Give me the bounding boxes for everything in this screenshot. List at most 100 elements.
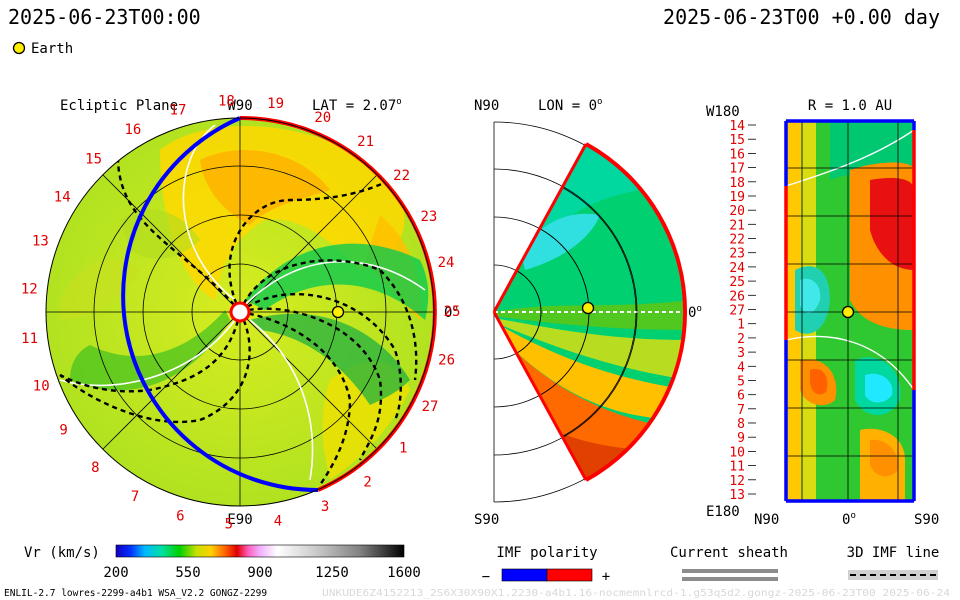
ecliptic-rim-negative [121, 116, 319, 493]
ecliptic-tick-18: 18 [218, 93, 235, 109]
imf-positive-swatch [546, 568, 593, 582]
radial-y-label-12: 12 [729, 474, 745, 489]
radial-panel: R = 1.0 AU W180 E180 [706, 98, 939, 528]
radial-y-label-19: 19 [729, 190, 745, 205]
ecliptic-bottom-label: E90 [227, 512, 252, 528]
radial-y-label-4: 4 [737, 360, 745, 375]
ecliptic-carrington-ticks: 2021222324252627123456789101112131415161… [21, 93, 461, 532]
radial-y-label-7: 7 [737, 403, 745, 418]
ecliptic-tick-9: 9 [59, 423, 67, 439]
colorbar-tick-200: 200 [103, 565, 128, 581]
current-sheath-legend: Current sheath [670, 545, 788, 581]
imf-polarity-title: IMF polarity [496, 545, 597, 561]
radial-y-label-1: 1 [737, 318, 745, 333]
header-right-time: 2025-06-23T00 +0.00 day [663, 5, 940, 29]
ecliptic-tick-22: 22 [393, 168, 410, 184]
radial-title: R = 1.0 AU [808, 98, 892, 114]
ecliptic-tick-8: 8 [91, 460, 99, 476]
ecliptic-tick-13: 13 [32, 234, 49, 250]
meridional-lon-label: LON = 0o [538, 97, 602, 114]
ecliptic-title: Ecliptic Plane [60, 98, 178, 114]
ecliptic-tick-23: 23 [420, 209, 437, 225]
radial-y-label-5: 5 [737, 375, 745, 390]
imf-line-legend: 3D IMF line [847, 545, 940, 580]
radial-y-label-3: 3 [737, 346, 745, 361]
earth-legend-icon [12, 41, 26, 55]
ecliptic-panel: Ecliptic Plane W90 LAT = 2.07o [21, 93, 461, 532]
radial-y-label-6: 6 [737, 389, 745, 404]
ecliptic-tick-21: 21 [357, 134, 374, 150]
ecliptic-tick-19: 19 [267, 96, 284, 112]
radial-y-label-21: 21 [729, 218, 745, 233]
radial-y-label-27: 27 [729, 304, 745, 319]
colorbar-tick-1600: 1600 [387, 565, 421, 581]
radial-y-label-2: 2 [737, 332, 745, 347]
colorbar-tick-900: 900 [247, 565, 272, 581]
ecliptic-top-label: W90 [227, 98, 252, 114]
imf-minus-label: − [482, 569, 490, 585]
ecliptic-tick-17: 17 [170, 102, 187, 118]
ecliptic-tick-6: 6 [176, 508, 184, 524]
ecliptic-tick-27: 27 [422, 399, 439, 415]
radial-y-label-10: 10 [729, 445, 745, 460]
radial-top-left-label: W180 [706, 104, 740, 120]
colorbar: Vr (km/s) 200 550 900 1250 1600 [24, 544, 421, 581]
radial-earth-marker [841, 305, 855, 319]
radial-y-labels: 1415161718192021222324252627123456789101… [729, 119, 756, 503]
ecliptic-tick-2: 2 [363, 474, 371, 490]
ecliptic-tick-14: 14 [54, 190, 71, 206]
radial-y-label-26: 26 [729, 289, 745, 304]
radial-vr-map [786, 121, 914, 501]
imf-negative-swatch [501, 568, 548, 582]
ecliptic-tick-5: 5 [225, 517, 233, 533]
radial-bottom-left-label: E180 [706, 504, 740, 520]
ecliptic-tick-12: 12 [21, 282, 38, 298]
radial-y-label-14: 14 [729, 119, 745, 134]
imf-polarity-legend: IMF polarity − + [482, 545, 610, 585]
radial-y-label-16: 16 [729, 147, 745, 162]
footer-run-id: UNKUDE6Z4152213_2S6X30X90X1.2230-a4b1.16… [322, 588, 950, 599]
ecliptic-tick-25: 25 [444, 304, 461, 320]
meridional-top-label: N90 [474, 98, 499, 114]
meridional-bottom-label: S90 [474, 512, 499, 528]
radial-y-label-13: 13 [729, 488, 745, 503]
imf-plus-label: + [602, 569, 610, 585]
radial-x-label-0: 0o [842, 511, 856, 528]
colorbar-gradient [115, 544, 405, 558]
ecliptic-tick-26: 26 [438, 353, 455, 369]
radial-y-label-9: 9 [737, 431, 745, 446]
radial-y-label-11: 11 [729, 460, 745, 475]
radial-y-label-25: 25 [729, 275, 745, 290]
ecliptic-tick-1: 1 [399, 440, 407, 456]
ecliptic-tick-10: 10 [33, 379, 50, 395]
current-sheath-title: Current sheath [670, 545, 788, 561]
ecliptic-tick-20: 20 [314, 110, 331, 126]
radial-y-label-18: 18 [729, 176, 745, 191]
ecliptic-earth-marker [331, 305, 345, 319]
radial-y-label-20: 20 [729, 204, 745, 219]
radial-y-label-23: 23 [729, 247, 745, 262]
radial-y-label-22: 22 [729, 233, 745, 248]
ecliptic-tick-24: 24 [438, 255, 455, 271]
ecliptic-right-label: 0o [444, 304, 458, 321]
meridional-rim-positive [585, 142, 688, 482]
colorbar-label: Vr (km/s) [24, 545, 100, 561]
ecliptic-tick-15: 15 [85, 152, 102, 168]
ecliptic-tick-4: 4 [274, 514, 282, 530]
radial-y-label-24: 24 [729, 261, 745, 276]
ecliptic-tick-11: 11 [21, 331, 38, 347]
ecliptic-tick-7: 7 [131, 489, 139, 505]
ecliptic-sun [229, 301, 251, 323]
radial-y-label-15: 15 [729, 133, 745, 148]
colorbar-tick-550: 550 [175, 565, 200, 581]
meridional-right-label: 0o [688, 304, 702, 321]
ecliptic-tick-3: 3 [321, 499, 329, 515]
header-left-time: 2025-06-23T00:00 [8, 5, 201, 29]
radial-y-label-17: 17 [729, 162, 745, 177]
earth-legend-label: Earth [31, 41, 73, 57]
ecliptic-tick-16: 16 [124, 122, 141, 138]
colorbar-tick-1250: 1250 [315, 565, 349, 581]
radial-y-label-8: 8 [737, 417, 745, 432]
imf-line-title: 3D IMF line [847, 545, 940, 561]
radial-x-label-n90: N90 [754, 512, 779, 528]
